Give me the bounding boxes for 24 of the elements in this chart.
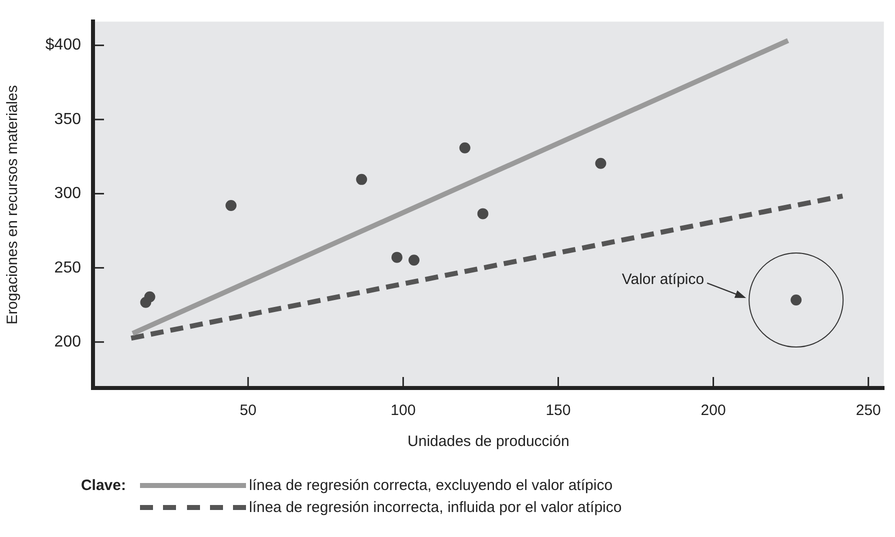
point xyxy=(356,174,368,185)
point xyxy=(595,158,606,169)
point xyxy=(477,208,488,220)
y-tick-label: $400 xyxy=(45,36,82,54)
legend-label: línea de regresión correcta, excluyendo el valor atípico xyxy=(249,476,613,494)
x-tick-label: 50 xyxy=(240,402,256,420)
point xyxy=(459,142,470,154)
x-axis-title: Unidades de producción xyxy=(408,433,570,450)
point xyxy=(226,200,237,212)
y-tick-label: 350 xyxy=(54,110,82,128)
x-tick-label: 150 xyxy=(546,402,571,420)
point xyxy=(408,254,420,266)
y-tick-label: 200 xyxy=(54,333,82,350)
x-tick-label: 200 xyxy=(700,402,726,420)
annotation: Valor atípico xyxy=(622,271,704,288)
point xyxy=(391,252,402,263)
x-tick-label: 100 xyxy=(390,402,416,420)
y-axis-title: Erogaciones en recursos materiales xyxy=(4,85,22,324)
legend-label: línea de regresión incorrecta, influida por el valor atípico xyxy=(249,498,622,516)
point xyxy=(144,291,156,302)
y-tick-label: 300 xyxy=(54,185,82,202)
y-tick-label: 250 xyxy=(54,259,82,276)
x-tick-label: 250 xyxy=(856,402,881,420)
legend-title: Clave: xyxy=(80,476,127,494)
